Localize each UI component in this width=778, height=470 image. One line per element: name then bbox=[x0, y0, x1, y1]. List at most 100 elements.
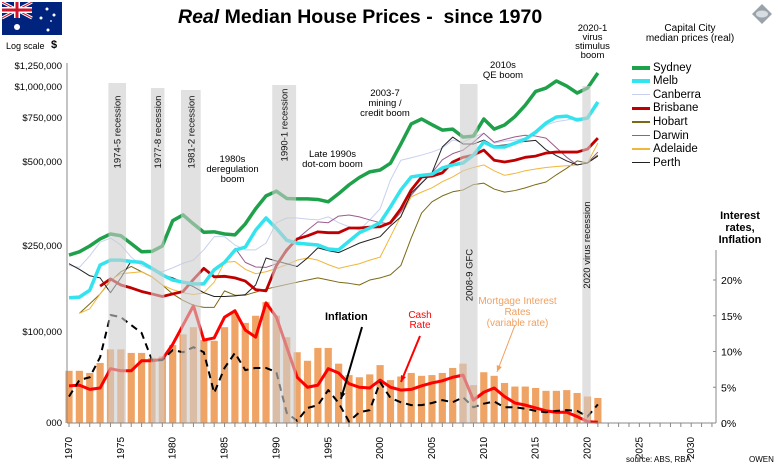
mortgage-rate-bar bbox=[511, 386, 519, 423]
recession-band bbox=[180, 90, 201, 423]
y-right-tick-label: 10% bbox=[721, 347, 742, 359]
recession-label: 1990-1 recession bbox=[280, 89, 291, 162]
recession-label: 2008-9 GFC bbox=[464, 249, 475, 301]
mortgage-rate-bar bbox=[386, 380, 395, 423]
mortgage-arrow-head bbox=[496, 365, 502, 372]
mortgage-rate-bar bbox=[241, 322, 249, 423]
annotation-mining-boom: 2003-7 mining / credit boom bbox=[360, 88, 410, 119]
mortgage-rate-bar bbox=[500, 382, 509, 423]
right-axis-title: Interest rates, Inflation bbox=[718, 210, 762, 246]
recession-label: 1977-8 recession bbox=[153, 96, 164, 169]
annotation-cash-rate: Cash Rate bbox=[408, 310, 432, 331]
x-tick-label: 1980 bbox=[168, 436, 179, 459]
legend-label: Sydney bbox=[653, 61, 692, 74]
mortgage-rate-bar bbox=[407, 372, 415, 423]
annotation-deregulation-boom: 1980s deregulation boom bbox=[206, 154, 259, 185]
x-tick-label: 1975 bbox=[116, 436, 127, 459]
mortgage-rate-bar bbox=[335, 363, 343, 423]
mortgage-rate-bar bbox=[397, 376, 405, 423]
x-tick-label: 2000 bbox=[375, 436, 386, 459]
x-tick-label: 1985 bbox=[220, 436, 231, 459]
x-tick-label: 2015 bbox=[531, 436, 542, 459]
australia-flag-icon bbox=[2, 2, 62, 35]
legend-swatch bbox=[632, 162, 650, 164]
owen-logo-icon bbox=[752, 4, 772, 24]
x-tick-label: 2010 bbox=[479, 436, 490, 459]
mortgage-rate-bar bbox=[438, 372, 446, 423]
x-tick-label: 2030 bbox=[686, 436, 697, 459]
recession-band bbox=[582, 86, 591, 423]
annotation-mortgage-rates: Mortgage Interest Rates (variable rate) bbox=[478, 296, 557, 329]
cash-rate-arrow bbox=[400, 335, 421, 383]
mortgage-rate-bar bbox=[127, 352, 135, 423]
mortgage-rate-bar bbox=[210, 340, 218, 423]
mortgage-rate-bar bbox=[542, 390, 550, 423]
mortgage-rate-bar bbox=[428, 375, 436, 423]
legend-swatch bbox=[632, 134, 650, 137]
recession-band bbox=[150, 88, 165, 423]
mortgage-rate-bar bbox=[96, 362, 104, 423]
inflation-arrow bbox=[340, 326, 363, 400]
mortgage-rate-bar bbox=[573, 392, 581, 423]
chart-title: Real Median House Prices - since 1970 bbox=[178, 6, 542, 29]
mortgage-rate-bar bbox=[480, 372, 488, 423]
mortgage-rate-bar bbox=[324, 347, 332, 423]
mortgage-rate-bar bbox=[417, 375, 426, 423]
legend-item-perth: Perth bbox=[632, 156, 681, 169]
legend-swatch bbox=[632, 94, 650, 96]
hobart-price-line bbox=[79, 154, 599, 314]
title-italic: Real bbox=[178, 6, 220, 28]
recession-band bbox=[108, 83, 127, 423]
currency-label: $ bbox=[51, 39, 58, 51]
mortgage-rate-bar bbox=[169, 345, 177, 423]
recession-band bbox=[272, 85, 297, 423]
y-left-tick-label: $500,000 bbox=[22, 157, 62, 168]
mortgage-rate-bar bbox=[449, 367, 457, 423]
recession-label: 1981-2 recession bbox=[186, 96, 197, 169]
title-rest: Median House Prices - since 1970 bbox=[219, 6, 543, 28]
y-left-tick-label: $250,000 bbox=[22, 241, 62, 252]
legend-item-adelaide: Adelaide bbox=[632, 143, 698, 156]
annotation-virus-boom: 2020-1 virus stimulus boom bbox=[575, 23, 610, 61]
legend-label: Adelaide bbox=[653, 143, 698, 156]
x-tick-label: 1995 bbox=[323, 436, 334, 459]
cash-rate-arrow-head bbox=[400, 375, 406, 382]
recession-label: 2020 virus recession bbox=[582, 201, 593, 288]
y-right-tick-label: 0% bbox=[721, 418, 736, 430]
mortgage-rate-bar bbox=[75, 370, 83, 423]
mortgage-rate-bar bbox=[231, 312, 239, 423]
annotation-dotcom-boom: Late 1990s dot-com boom bbox=[302, 149, 363, 170]
recession-label: 1974-5 recession bbox=[113, 96, 124, 169]
x-tick-label: 2025 bbox=[634, 436, 645, 459]
mortgage-rate-bar bbox=[376, 365, 384, 423]
annotation-qe-boom: 2010s QE boom bbox=[482, 60, 524, 81]
legend-item-melb: Melb bbox=[632, 75, 678, 88]
legend-item-hobart: Hobart bbox=[632, 115, 688, 128]
y-left-tick-label: $1,250,000 bbox=[14, 61, 62, 72]
mortgage-arrow bbox=[496, 324, 516, 373]
legend-label: Darwin bbox=[653, 129, 689, 142]
mortgage-rate-bar bbox=[220, 327, 229, 423]
y-right-tick-label: 5% bbox=[721, 382, 736, 394]
mortgage-rate-bar bbox=[490, 375, 498, 423]
legend-label: Canberra bbox=[653, 88, 701, 101]
adelaide-price-line bbox=[79, 142, 599, 314]
legend-swatch bbox=[632, 65, 650, 70]
legend-swatch bbox=[632, 106, 650, 110]
inflation-line bbox=[68, 314, 599, 423]
legend-item-canberra: Canberra bbox=[632, 88, 701, 101]
mortgage-rate-bar bbox=[252, 315, 260, 423]
x-tick-label: 2020 bbox=[583, 436, 594, 459]
mortgage-rate-bar bbox=[303, 360, 312, 423]
mortgage-rate-bar bbox=[532, 387, 540, 423]
annotation-inflation: Inflation bbox=[325, 311, 368, 323]
legend-item-darwin: Darwin bbox=[632, 129, 689, 142]
legend-swatch bbox=[632, 121, 650, 123]
mortgage-rate-bar bbox=[366, 374, 374, 423]
legend-title: Capital City median prices (real) bbox=[645, 23, 735, 44]
inflation-arrow-head bbox=[340, 392, 346, 399]
y-left-tick-label: $1,000,000 bbox=[14, 82, 62, 93]
mortgage-rate-bar bbox=[345, 375, 353, 423]
legend-label: Melb bbox=[653, 75, 678, 88]
